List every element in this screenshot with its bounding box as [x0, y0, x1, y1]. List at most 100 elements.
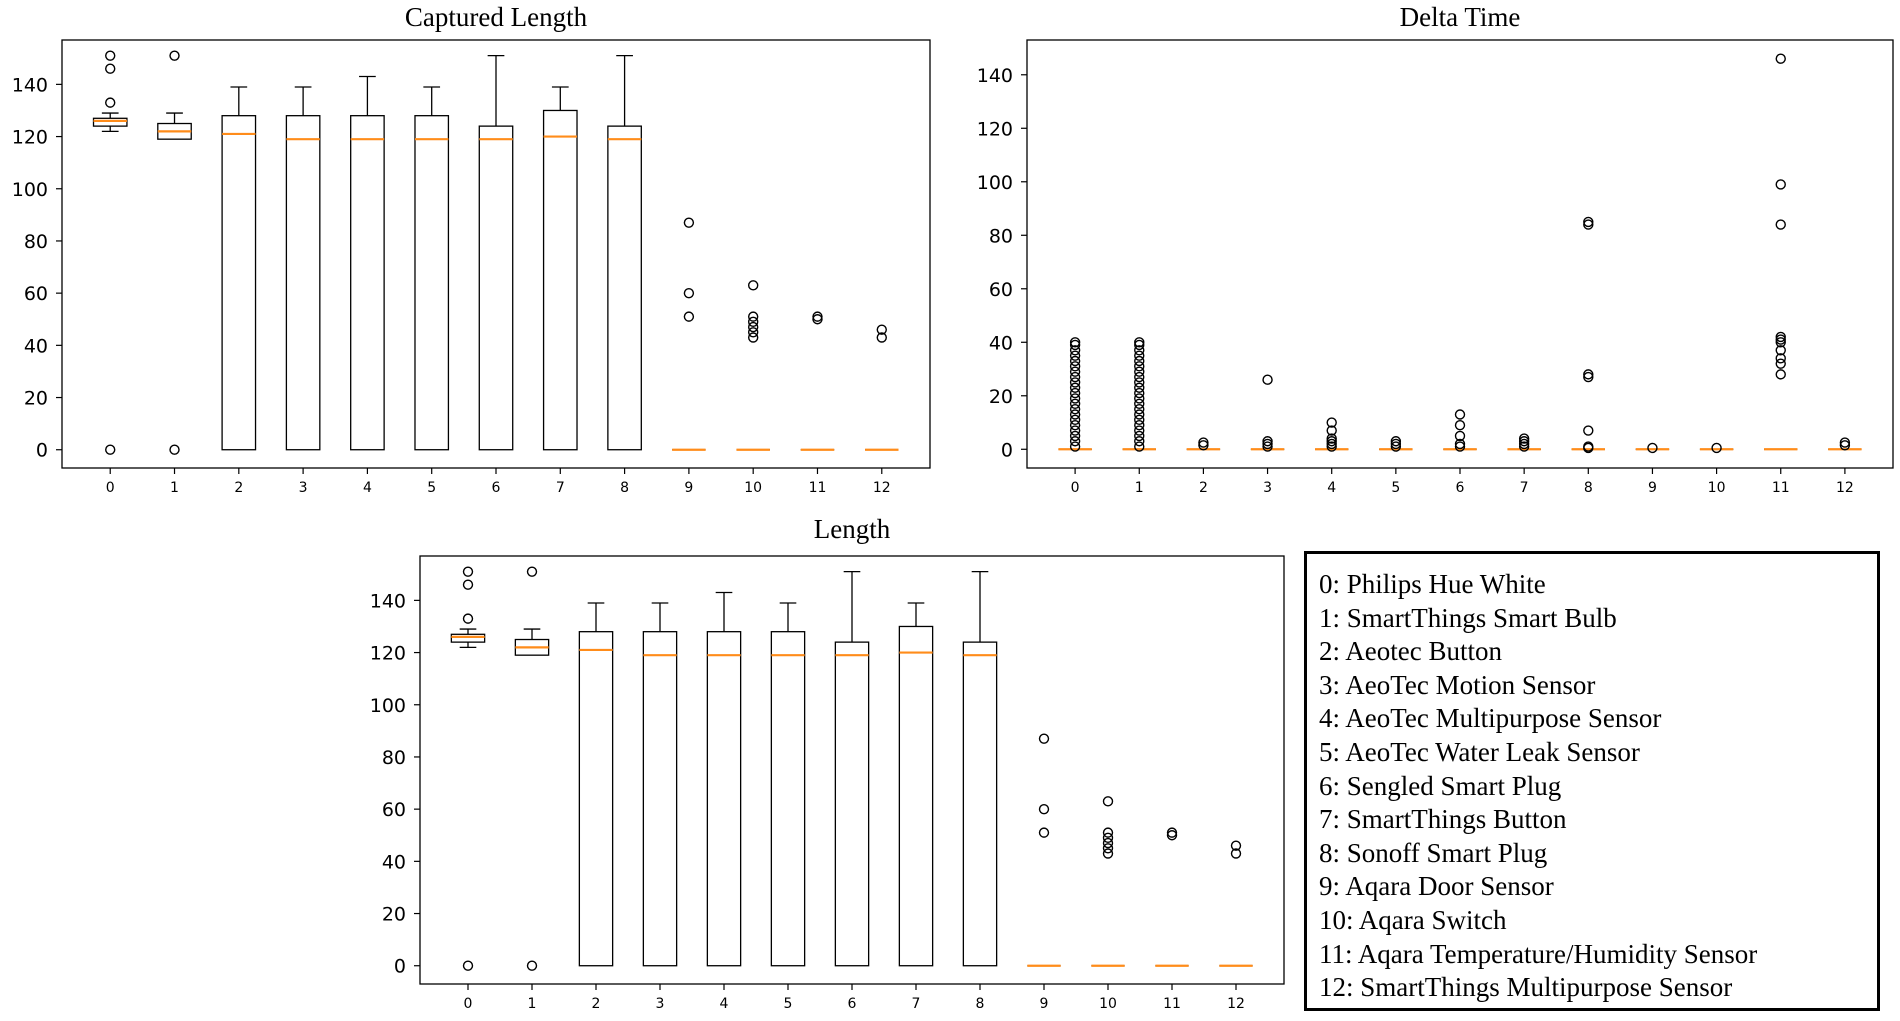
box-iqr — [285, 115, 321, 451]
x-tick-label: 6 — [848, 996, 857, 1012]
y-tick-label: 80 — [989, 225, 1013, 247]
legend-item: 7: SmartThings Button — [1319, 804, 1567, 835]
y-tick-label: 140 — [12, 74, 48, 96]
outlier-point — [683, 311, 695, 322]
y-tick-label: 0 — [1001, 439, 1013, 461]
outlier-point — [1069, 377, 1081, 388]
box-plot-10 — [1091, 796, 1125, 967]
outlier-point — [812, 314, 823, 325]
outlier-point — [1839, 440, 1851, 451]
outlier-point — [1583, 219, 1594, 230]
outlier-point — [1102, 832, 1114, 844]
outlier-point — [1069, 436, 1081, 447]
x-tick-label: 1 — [170, 480, 179, 496]
outlier-point — [1775, 179, 1786, 190]
outlier-point — [1326, 417, 1337, 428]
x-tick-label: 3 — [299, 480, 308, 496]
box-plot-12 — [1219, 840, 1253, 967]
outlier-point — [1069, 420, 1081, 431]
box-plot-7 — [542, 86, 578, 451]
x-tick-label: 9 — [684, 480, 693, 496]
outlier-point — [747, 332, 759, 343]
chart-title: Delta Time — [1400, 2, 1521, 32]
x-tick-label: 2 — [234, 480, 243, 496]
x-tick-label: 8 — [976, 996, 985, 1012]
outlier-point — [747, 280, 759, 291]
legend-item: 11: Aqara Temperature/Humidity Sensor — [1319, 938, 1758, 969]
x-tick-label: 4 — [720, 996, 729, 1012]
legend-item: 8: Sonoff Smart Plug — [1319, 837, 1548, 868]
x-tick-label: 12 — [873, 480, 891, 496]
outlier-point — [1102, 827, 1114, 838]
outlier-point — [1839, 437, 1851, 448]
x-tick-label: 0 — [1071, 480, 1080, 496]
box-plot-10 — [736, 280, 770, 451]
outlier-point — [1038, 827, 1050, 838]
outlier-point — [1069, 345, 1081, 356]
box-iqr — [350, 115, 385, 451]
outlier-point — [526, 960, 538, 971]
y-tick-label: 40 — [382, 851, 406, 873]
legend-item: 5: AeoTec Water Leak Sensor — [1319, 736, 1640, 767]
y-tick-label: 20 — [989, 386, 1013, 408]
x-tick-label: 12 — [1836, 480, 1854, 496]
box-iqr — [607, 125, 642, 451]
outlier-point — [462, 579, 474, 590]
outlier-point — [105, 444, 116, 455]
outlier-point — [1134, 382, 1145, 393]
x-tick-label: 0 — [106, 480, 115, 496]
outlier-point — [747, 327, 759, 338]
box-iqr — [834, 641, 870, 967]
outlier-point — [1069, 366, 1081, 377]
outlier-point — [1775, 53, 1786, 64]
box-plot-12 — [865, 324, 899, 451]
x-tick-label: 6 — [492, 480, 501, 496]
outlier-point — [462, 960, 474, 971]
outlier-point — [1454, 420, 1466, 431]
box-plot-11 — [1764, 53, 1798, 451]
outlier-point — [1262, 374, 1273, 385]
outlier-point — [1230, 840, 1242, 851]
outlier-point — [1775, 219, 1786, 230]
outlier-point — [1069, 355, 1081, 367]
x-tick-label: 5 — [1391, 480, 1400, 496]
outlier-point — [1134, 387, 1145, 399]
box-iqr — [706, 631, 742, 967]
outlier-point — [1518, 441, 1530, 452]
box-plot-1 — [514, 566, 550, 971]
outlier-point — [1134, 339, 1145, 351]
x-tick-label: 2 — [1199, 480, 1208, 496]
outlier-point — [1069, 337, 1081, 348]
x-tick-label: 8 — [1584, 480, 1593, 496]
outlier-point — [1134, 436, 1145, 447]
box-plot-0 — [450, 566, 486, 971]
outlier-point — [169, 444, 180, 455]
y-tick-label: 100 — [12, 179, 48, 201]
box-plot-8 — [962, 571, 998, 967]
y-tick-label: 120 — [12, 127, 48, 149]
x-tick-label: 0 — [464, 996, 473, 1012]
legend-item: 9: Aqara Door Sensor — [1319, 871, 1554, 902]
outlier-point — [1038, 803, 1050, 815]
y-tick-label: 80 — [24, 231, 48, 253]
outlier-point — [1069, 371, 1081, 383]
box-plot-3 — [1250, 374, 1285, 452]
outlier-point — [1775, 331, 1786, 343]
legend-item: 1: SmartThings Smart Bulb — [1319, 602, 1617, 633]
outlier-point — [1326, 441, 1337, 452]
outlier-point — [1454, 430, 1466, 442]
outlier-point — [1711, 442, 1722, 454]
outlier-point — [1069, 350, 1081, 361]
box-iqr — [414, 115, 450, 451]
outlier-point — [1069, 441, 1081, 452]
legend-item: 10: Aqara Switch — [1319, 904, 1507, 935]
x-tick-label: 4 — [1327, 480, 1336, 496]
outlier-point — [1326, 436, 1337, 447]
box-iqr — [898, 625, 934, 967]
outlier-point — [1583, 216, 1594, 228]
x-tick-label: 12 — [1227, 996, 1245, 1012]
x-tick-label: 11 — [1163, 996, 1181, 1012]
outlier-point — [1326, 425, 1337, 436]
box-plot-8 — [1571, 216, 1605, 454]
